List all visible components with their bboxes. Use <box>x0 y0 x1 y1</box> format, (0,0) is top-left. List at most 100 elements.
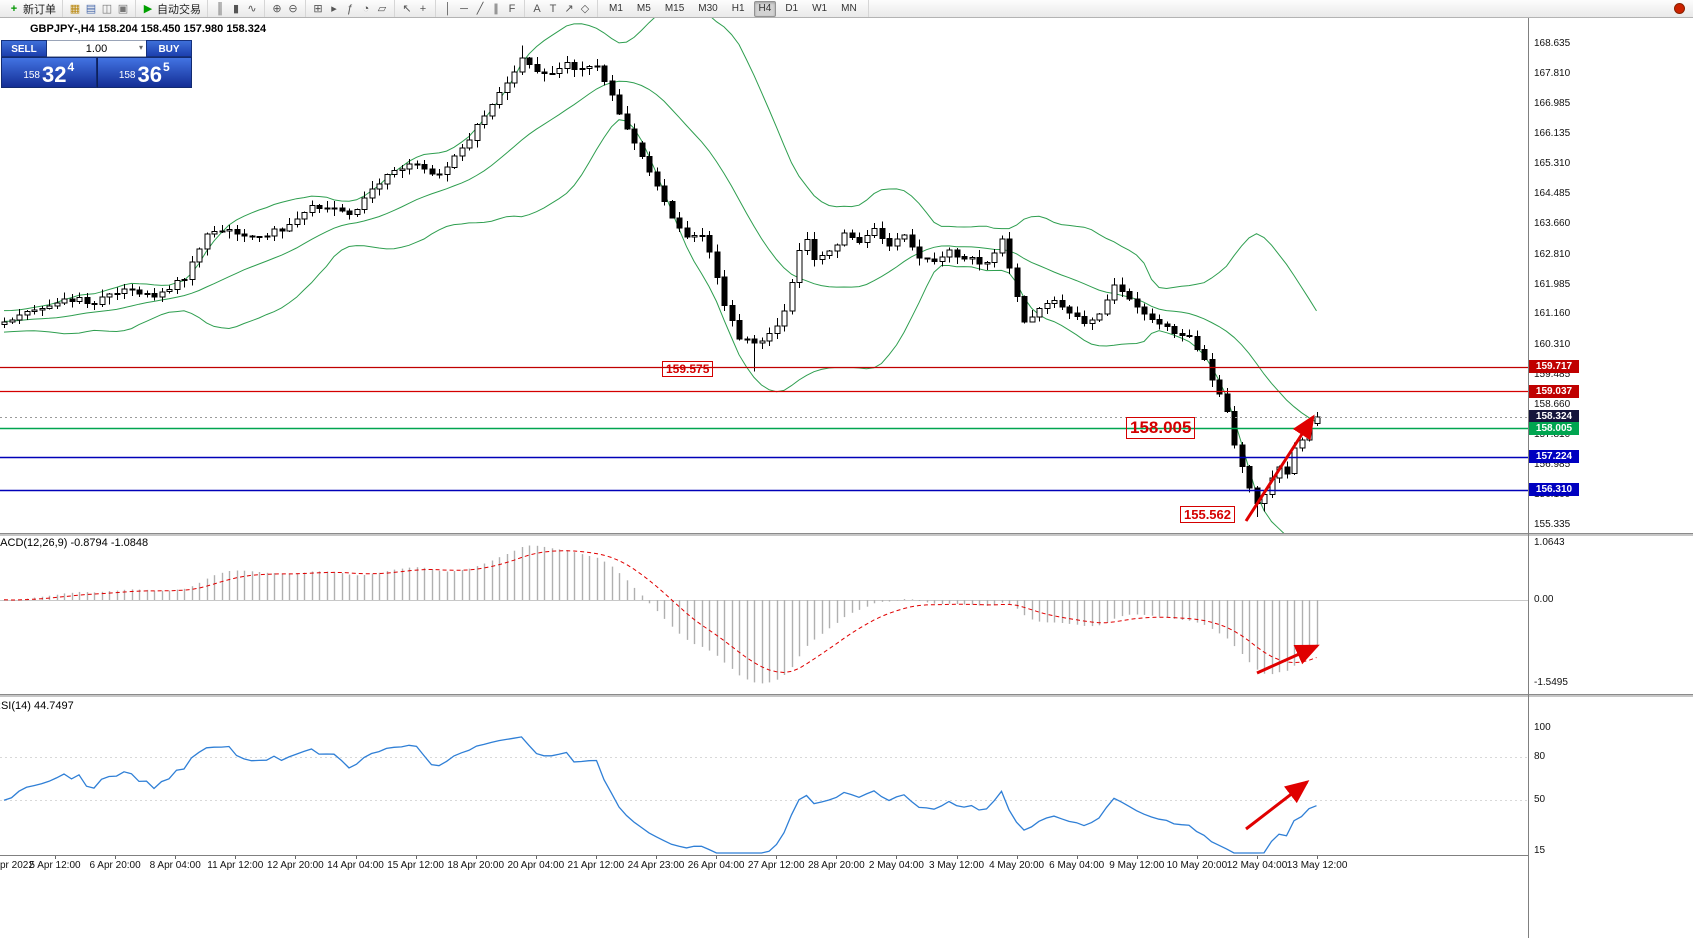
channel-icon[interactable]: ∥ <box>490 1 502 17</box>
macd-indicator-label: MACD(12,26,9) -0.8794 -1.0848 <box>0 537 149 549</box>
timeframe-h4-button[interactable]: H4 <box>753 0 777 17</box>
new-order-button-label: 新订单 <box>23 3 56 16</box>
buy-button[interactable]: 158 36 5 <box>96 57 192 88</box>
horizontal-line-icon[interactable]: ─ <box>458 1 470 17</box>
time-axis-label: 6 May 04:00 <box>1049 860 1105 871</box>
text-icon[interactable]: A <box>531 1 543 17</box>
arrows-icon[interactable]: ↗ <box>563 1 575 17</box>
zoom-out-icon[interactable]: ⊖ <box>287 1 299 17</box>
auto-scroll-icon[interactable]: ▸ <box>328 1 340 17</box>
time-axis-label: 12 Apr 20:00 <box>267 860 324 871</box>
lot-size-input[interactable]: 1.00 ▾ <box>47 40 146 57</box>
time-axis-label: 28 Apr 20:00 <box>807 860 865 871</box>
toolbar-group: ▶ 自动交易 <box>136 0 208 17</box>
line-chart-icon[interactable]: ∿ <box>246 1 258 17</box>
macd-panel <box>0 545 1528 684</box>
auto-trading-button[interactable]: ▶ 自动交易 <box>142 1 201 17</box>
price-scale-label: 166.135 <box>1534 128 1571 140</box>
market-watch-icon: ▦ <box>69 2 81 15</box>
price-level-annotation[interactable]: 155.562 <box>1180 506 1235 523</box>
price-badge: 157.224 <box>1529 450 1579 464</box>
trendline-icon: ╱ <box>476 2 484 15</box>
vertical-line-icon: │ <box>444 2 452 15</box>
trend-arrow <box>1245 780 1310 831</box>
price-badge: 156.310 <box>1529 483 1579 497</box>
price-scale-label: 159.485 <box>1534 368 1571 380</box>
market-watch-icon[interactable]: ▦ <box>69 1 81 17</box>
panel-divider[interactable] <box>0 694 1693 697</box>
timeframe-m15-button[interactable]: M15 <box>664 2 685 14</box>
templates-icon: ▱ <box>377 2 387 15</box>
price-scale-label: 158.660 <box>1534 398 1571 410</box>
price-scale-label: 164.485 <box>1534 188 1571 200</box>
periods-icon[interactable]: ◔ <box>360 1 372 17</box>
timeframe-h1-button[interactable]: H1 <box>731 2 745 14</box>
macd-scale-label: 1.0643 <box>1534 537 1565 548</box>
new-order-button[interactable]: + 新订单 <box>8 1 56 17</box>
timeframe-d1-button[interactable]: D1 <box>785 2 799 14</box>
bar-chart-icon: ║ <box>216 2 224 15</box>
templates-icon[interactable]: ▱ <box>376 1 388 17</box>
price-scale-label: 157.810 <box>1534 429 1571 441</box>
text-label-icon[interactable]: T <box>547 1 559 17</box>
fibonacci-icon: F <box>508 2 516 15</box>
rsi-scale-label: 80 <box>1534 750 1546 762</box>
terminal-icon[interactable]: ▣ <box>117 1 129 17</box>
cursor-icon[interactable]: ↖ <box>401 1 413 17</box>
zoom-in-icon[interactable]: ⊕ <box>271 1 283 17</box>
price-scale[interactable]: 168.635 167.810 166.985 166.135 165.310 164.4… <box>1528 18 1693 938</box>
tile-windows-icon[interactable]: ⊞ <box>312 1 324 17</box>
timeframe-toolbar: M1 M5 M15 M30 H1 H4 D1 W1 MN <box>598 0 869 17</box>
price-level-annotation[interactable]: 158.005 <box>1126 417 1196 439</box>
terminal-icon: ▣ <box>117 2 129 15</box>
buy-tab[interactable]: BUY <box>146 40 192 57</box>
timeframe-m30-button[interactable]: M30 <box>698 2 718 14</box>
trend-arrow <box>1244 414 1315 522</box>
lot-dropdown-icon[interactable]: ▾ <box>138 43 143 52</box>
data-window-icon: ▤ <box>85 2 97 15</box>
indicators-icon[interactable]: ƒ <box>344 1 356 17</box>
fibonacci-icon[interactable]: F <box>506 1 518 17</box>
price-scale-label: 155.335 <box>1534 519 1571 530</box>
sell-price-prefix: 158 <box>23 70 40 81</box>
navigator-icon[interactable]: ◫ <box>101 1 113 17</box>
auto-scroll-icon: ▸ <box>331 2 337 15</box>
timeframe-w1-button[interactable]: W1 <box>812 2 828 14</box>
toolbar-group: ║ ▮ ∿ <box>208 0 265 17</box>
time-axis-label: 21 Apr 12:00 <box>567 860 625 871</box>
price-badge: 159.717 <box>1529 360 1579 374</box>
time-axis-label: 15 Apr 12:00 <box>387 860 444 871</box>
timeframe-mn-button[interactable]: MN <box>841 2 857 14</box>
sell-button[interactable]: 158 32 4 <box>1 57 97 88</box>
price-level-annotation[interactable]: 159.575 <box>662 361 714 377</box>
status-icon[interactable] <box>1674 3 1685 14</box>
navigator-icon: ◫ <box>101 2 113 15</box>
vertical-line-icon[interactable]: │ <box>442 1 454 17</box>
price-scale-label: 162.810 <box>1534 248 1571 260</box>
toolbar-group: ↖ + <box>395 0 436 17</box>
timeframe-m5-button[interactable]: M5 <box>636 2 651 14</box>
time-axis-label: 3 May 12:00 <box>928 860 985 871</box>
price-scale-label: 163.660 <box>1534 217 1571 229</box>
time-axis-label: 5 Apr 12:00 <box>29 860 81 871</box>
time-axis-label: 8 Apr 04:00 <box>149 860 201 871</box>
sell-tab[interactable]: SELL <box>1 40 47 57</box>
crosshair-icon[interactable]: + <box>417 1 429 17</box>
indicators-icon: ƒ <box>346 2 354 15</box>
time-axis-label: 2 May 04:00 <box>868 860 924 871</box>
data-window-icon[interactable]: ▤ <box>85 1 97 17</box>
trendline-icon[interactable]: ╱ <box>474 1 486 17</box>
bar-chart-icon[interactable]: ║ <box>214 1 226 17</box>
shapes-icon[interactable]: ◇ <box>579 1 591 17</box>
candlestick-chart-icon[interactable]: ▮ <box>230 1 242 17</box>
time-axis-label: 4 May 20:00 <box>989 860 1045 871</box>
macd-scale-label: 0.00 <box>1534 594 1554 605</box>
timeframe-m1-button[interactable]: M1 <box>609 2 623 14</box>
panel-divider[interactable] <box>0 533 1693 536</box>
time-axis-label: 10 May 20:00 <box>1166 860 1228 871</box>
price-scale-label: 166.985 <box>1534 97 1571 109</box>
time-axis[interactable]: pr 2022 5 Apr 12:00 6 Apr 20:00 8 Apr 04:00… <box>0 855 1528 878</box>
time-axis-label: 9 May 12:00 <box>1109 860 1165 871</box>
